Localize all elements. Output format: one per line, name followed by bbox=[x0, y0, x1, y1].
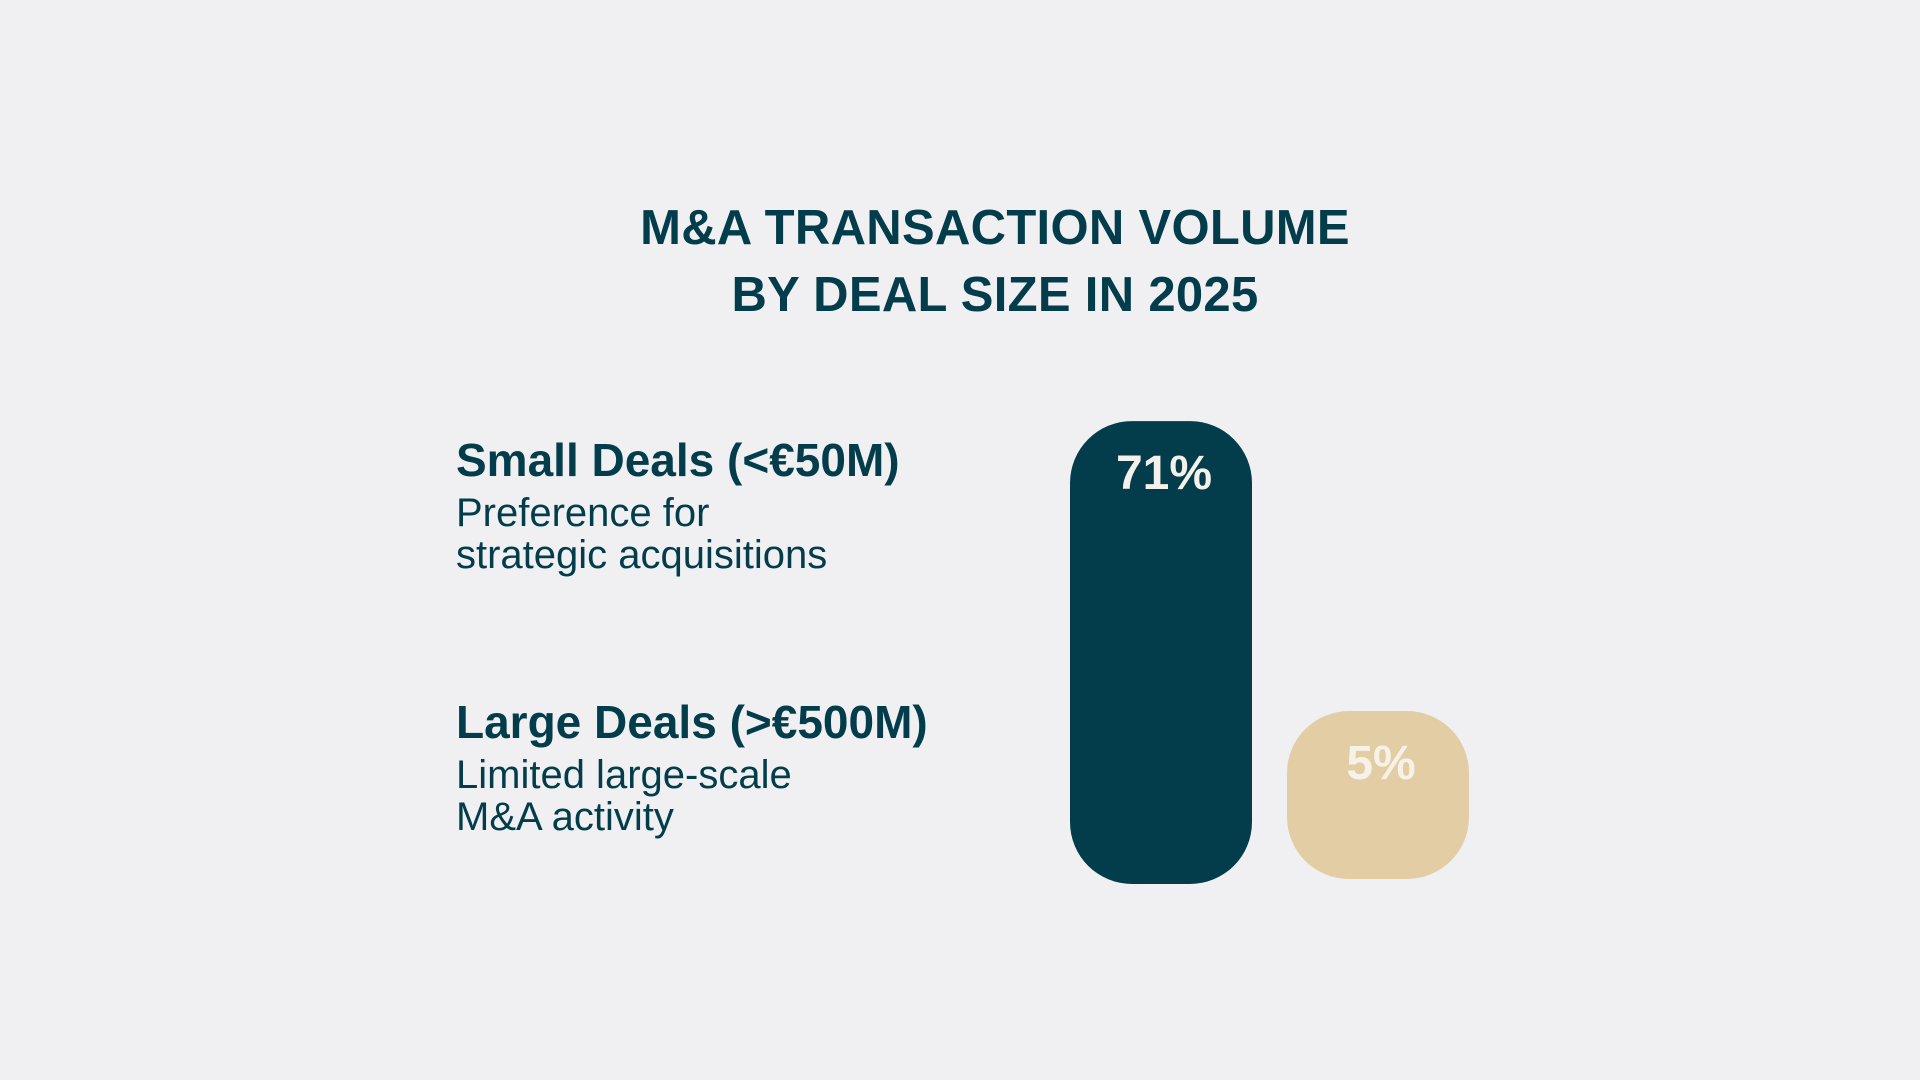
category-description: Limited large-scale M&A activity bbox=[456, 754, 1016, 838]
chart-title-line-2: BY DEAL SIZE IN 2025 bbox=[731, 268, 1259, 322]
bar-large-deals bbox=[1287, 711, 1469, 879]
category-description: Preference for strategic acquisitions bbox=[456, 492, 1016, 576]
category-label-large-deals: Large Deals (>€500M) Limited large-scale… bbox=[456, 692, 1016, 838]
bar-value-label: 71% bbox=[1116, 447, 1212, 500]
category-description-line: M&A activity bbox=[456, 795, 674, 839]
category-description-line: Preference for bbox=[456, 491, 710, 535]
category-description-line: Limited large-scale bbox=[456, 753, 792, 797]
bar-value-label: 5% bbox=[1346, 737, 1415, 790]
category-name: Small Deals (<€50M) bbox=[456, 434, 900, 486]
bar-small-deals bbox=[1070, 421, 1252, 884]
category-name: Large Deals (>€500M) bbox=[456, 696, 928, 748]
chart-title-line-1: M&A TRANSACTION VOLUME bbox=[640, 201, 1350, 255]
chart-title: M&A TRANSACTION VOLUME BY DEAL SIZE IN 2… bbox=[0, 195, 1920, 329]
category-description-line: strategic acquisitions bbox=[456, 533, 828, 577]
category-label-small-deals: Small Deals (<€50M) Preference for strat… bbox=[456, 430, 1016, 576]
